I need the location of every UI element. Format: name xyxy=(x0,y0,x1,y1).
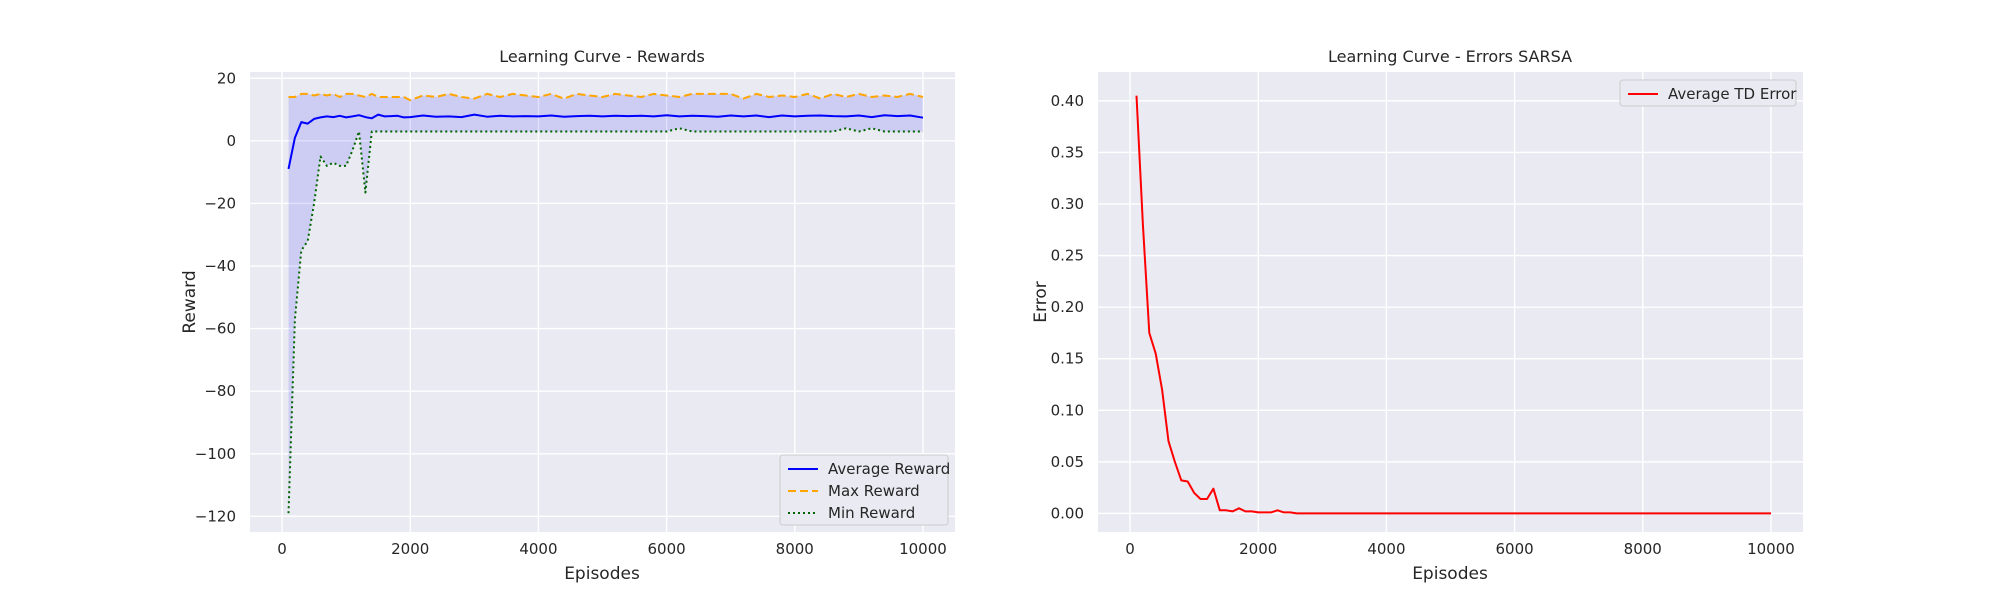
errors-legend-box xyxy=(1619,79,1797,107)
rewards-y-axis-label: Reward xyxy=(180,270,200,333)
errors-x-ticks: 0 2000 4000 6000 8000 10000 xyxy=(1125,540,1795,558)
rewards-legend: Average Reward Max Reward Min Reward xyxy=(779,454,950,526)
rewards-y-tick-label: −120 xyxy=(195,507,236,525)
errors-y-tick-label: 0.05 xyxy=(1051,453,1084,471)
rewards-x-tick-label: 0 xyxy=(277,540,287,558)
rewards-chart: 0 2000 4000 6000 8000 10000 20 0 −20 −40 −60 −80 −1… xyxy=(180,47,955,584)
errors-x-tick-label: 6000 xyxy=(1495,540,1533,558)
rewards-legend-label: Min Reward xyxy=(828,504,915,522)
rewards-x-tick-label: 8000 xyxy=(776,540,814,558)
errors-y-tick-label: 0.35 xyxy=(1051,143,1084,161)
errors-y-tick-label: 0.00 xyxy=(1051,504,1084,522)
rewards-y-tick-label: −100 xyxy=(195,445,236,463)
rewards-series-group xyxy=(287,92,924,514)
errors-y-axis-label: Error xyxy=(1031,281,1051,322)
rewards-y-tick-label: −80 xyxy=(204,382,236,400)
rewards-chart-title: Learning Curve - Rewards xyxy=(499,47,705,66)
errors-chart: 0 2000 4000 6000 8000 10000 0.000.050.100.150… xyxy=(1031,47,1803,584)
rewards-x-axis-label: Episodes xyxy=(564,564,640,584)
rewards-x-tick-label: 6000 xyxy=(647,540,685,558)
errors-legend: Average TD Error xyxy=(1619,79,1797,107)
errors-y-tick-label: 0.40 xyxy=(1051,92,1084,110)
errors-chart-title: Learning Curve - Errors SARSA xyxy=(1328,47,1572,66)
errors-y-ticks: 0.00 0.05 0.10 0.15 0.20 0.25 0.30 0.35 0.40 xyxy=(1051,92,1084,523)
rewards-x-tick-label: 10000 xyxy=(899,540,947,558)
errors-y-tick-label: 0.30 xyxy=(1051,195,1084,213)
errors-x-tick-label: 10000 xyxy=(1747,540,1795,558)
rewards-y-tick-label: −20 xyxy=(204,194,236,212)
rewards-series-line-max-reward xyxy=(288,92,924,102)
errors-x-tick-label: 2000 xyxy=(1239,540,1277,558)
rewards-series-line-average-reward xyxy=(287,113,924,170)
rewards-legend-label: Max Reward xyxy=(828,482,920,500)
rewards-series-line-min-reward xyxy=(287,127,923,514)
errors-series-line-average-td-error xyxy=(1135,95,1771,515)
rewards-y-ticks: 20 0 −20 −40 −60 −80 −100 −120 xyxy=(195,69,236,525)
errors-x-tick-label: 0 xyxy=(1125,540,1135,558)
errors-x-axis-label: Episodes xyxy=(1412,564,1488,584)
errors-plot-area xyxy=(1098,72,1803,532)
rewards-shaded-band xyxy=(288,93,923,514)
rewards-legend-label: Average Reward xyxy=(828,460,950,478)
errors-y-tick-label: 0.10 xyxy=(1051,401,1084,419)
rewards-y-tick-label: −60 xyxy=(204,320,236,338)
errors-y-tick-label: 0.20 xyxy=(1051,298,1084,316)
errors-x-tick-label: 4000 xyxy=(1367,540,1405,558)
errors-y-tick-label: 0.15 xyxy=(1051,350,1084,368)
rewards-y-tick-label: 20 xyxy=(217,69,236,87)
errors-series-group xyxy=(1135,95,1771,515)
rewards-gridlines xyxy=(250,72,955,532)
rewards-legend-box xyxy=(779,454,949,526)
rewards-x-tick-label: 2000 xyxy=(391,540,429,558)
rewards-y-tick-label: −40 xyxy=(204,257,236,275)
errors-x-tick-label: 8000 xyxy=(1624,540,1662,558)
errors-y-tick-label: 0.25 xyxy=(1051,247,1084,265)
rewards-x-tick-label: 4000 xyxy=(519,540,557,558)
rewards-x-ticks: 0 2000 4000 6000 8000 10000 xyxy=(277,540,947,558)
errors-legend-label: Average TD Error xyxy=(1668,85,1797,103)
rewards-y-tick-label: 0 xyxy=(226,132,236,150)
